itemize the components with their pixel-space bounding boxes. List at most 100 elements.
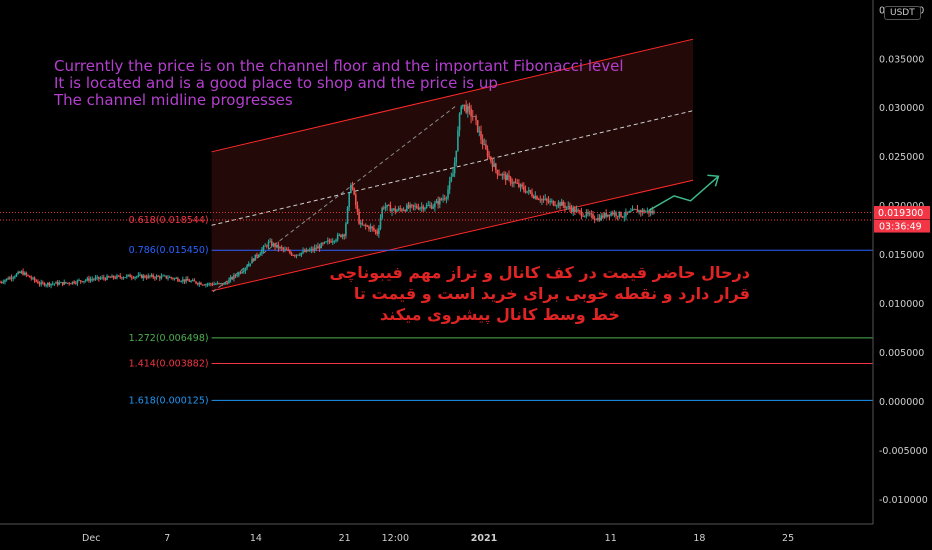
candle-body bbox=[597, 217, 599, 221]
candle-body bbox=[527, 190, 530, 192]
candle-body bbox=[496, 169, 499, 175]
candle-body bbox=[98, 276, 100, 279]
y-tick-label: 0.025000 bbox=[879, 152, 924, 163]
candle-body bbox=[498, 174, 500, 176]
candle-body bbox=[167, 277, 169, 279]
candle-body bbox=[414, 206, 416, 207]
candle-body bbox=[218, 283, 220, 284]
candle-body bbox=[476, 120, 479, 132]
candle-body bbox=[88, 278, 90, 281]
candle-body bbox=[364, 224, 367, 226]
candle-body bbox=[93, 279, 95, 281]
candle-body bbox=[422, 206, 425, 210]
candle-body bbox=[350, 185, 352, 193]
candle-body bbox=[598, 217, 601, 221]
candle-body bbox=[523, 186, 525, 191]
candle-body bbox=[292, 255, 294, 256]
candle-body bbox=[415, 206, 418, 208]
candle-body bbox=[633, 209, 635, 211]
candle-body bbox=[172, 278, 174, 279]
candle-body bbox=[51, 283, 54, 285]
candle-body bbox=[394, 208, 397, 212]
candle-body bbox=[358, 211, 360, 224]
channel-lower-line bbox=[211, 179, 694, 292]
y-tick-label: 0.015000 bbox=[879, 250, 924, 261]
candle-body bbox=[208, 283, 210, 285]
candle-body bbox=[473, 116, 476, 117]
candle-body bbox=[40, 282, 42, 285]
candle-body bbox=[158, 276, 161, 279]
candle-body bbox=[154, 277, 156, 279]
candle-body bbox=[310, 248, 313, 250]
candle-body bbox=[48, 282, 51, 286]
candle-body bbox=[201, 284, 204, 286]
candle-body bbox=[259, 253, 262, 256]
candle-body bbox=[282, 248, 285, 250]
fib-level-label: 1.618(0.000125) bbox=[129, 395, 209, 406]
candle-body bbox=[435, 200, 438, 204]
candle-body bbox=[382, 207, 385, 209]
candle-body bbox=[616, 215, 619, 217]
candle-body bbox=[246, 266, 248, 269]
english-annotation-line: It is located and is a good place to sho… bbox=[54, 74, 498, 92]
countdown-label: 03:36:49 bbox=[879, 222, 922, 233]
candle-body bbox=[318, 246, 321, 249]
candle-body bbox=[84, 280, 87, 282]
price-tag bbox=[874, 206, 930, 220]
candle-body bbox=[424, 207, 426, 210]
candle-body bbox=[462, 104, 464, 107]
candle-body bbox=[68, 282, 70, 284]
candle-body bbox=[267, 241, 270, 247]
persian-annotation-line: قرار دارد و نقطه خوبی برای خرید است و قی… bbox=[353, 284, 750, 303]
candle-body bbox=[328, 240, 331, 242]
candle-body bbox=[514, 182, 517, 183]
candle-body bbox=[200, 282, 202, 285]
candle-body bbox=[396, 210, 398, 212]
candle-body bbox=[297, 254, 299, 256]
candle-body bbox=[239, 272, 242, 274]
english-annotation: Currently the price is on the channel fl… bbox=[54, 58, 624, 109]
candle-body bbox=[336, 234, 339, 240]
candle-body bbox=[575, 209, 578, 213]
candle-body bbox=[270, 241, 273, 246]
candle-body bbox=[231, 277, 234, 279]
y-tick-label: -0.005000 bbox=[879, 446, 928, 457]
candle-body bbox=[134, 276, 136, 279]
candle-body bbox=[603, 213, 606, 218]
candle-body bbox=[224, 282, 227, 284]
candle-body bbox=[163, 275, 166, 277]
candle-body bbox=[140, 274, 143, 279]
x-tick-label: 12:00 bbox=[382, 533, 409, 544]
candle-body bbox=[287, 250, 290, 252]
candle-body bbox=[401, 209, 403, 211]
candle-body bbox=[457, 130, 459, 151]
candle-body bbox=[284, 249, 286, 251]
currency-badge[interactable]: USDT bbox=[884, 6, 921, 20]
candle-body bbox=[488, 156, 491, 158]
candle-body bbox=[242, 270, 245, 272]
candle-body bbox=[81, 281, 84, 283]
candle-body bbox=[289, 250, 291, 253]
candle-body bbox=[557, 202, 560, 206]
candle-body bbox=[308, 249, 311, 252]
candle-body bbox=[412, 204, 415, 207]
candle-body bbox=[335, 239, 337, 242]
candle-body bbox=[0, 282, 3, 283]
candle-body bbox=[618, 211, 621, 217]
candle-body bbox=[210, 283, 212, 285]
candle-body bbox=[28, 275, 31, 278]
candle-body bbox=[519, 184, 522, 187]
candle-body bbox=[524, 190, 527, 193]
candle-body bbox=[521, 184, 523, 187]
candle-body bbox=[585, 212, 588, 216]
candle-body bbox=[303, 250, 306, 252]
candle-body bbox=[78, 280, 80, 282]
candle-body bbox=[313, 247, 316, 251]
candle-body bbox=[116, 275, 118, 279]
candle-body bbox=[490, 156, 492, 162]
candle-body bbox=[121, 277, 123, 279]
candle-body bbox=[129, 274, 131, 278]
candle-body bbox=[442, 198, 444, 200]
candle-body bbox=[630, 211, 632, 212]
